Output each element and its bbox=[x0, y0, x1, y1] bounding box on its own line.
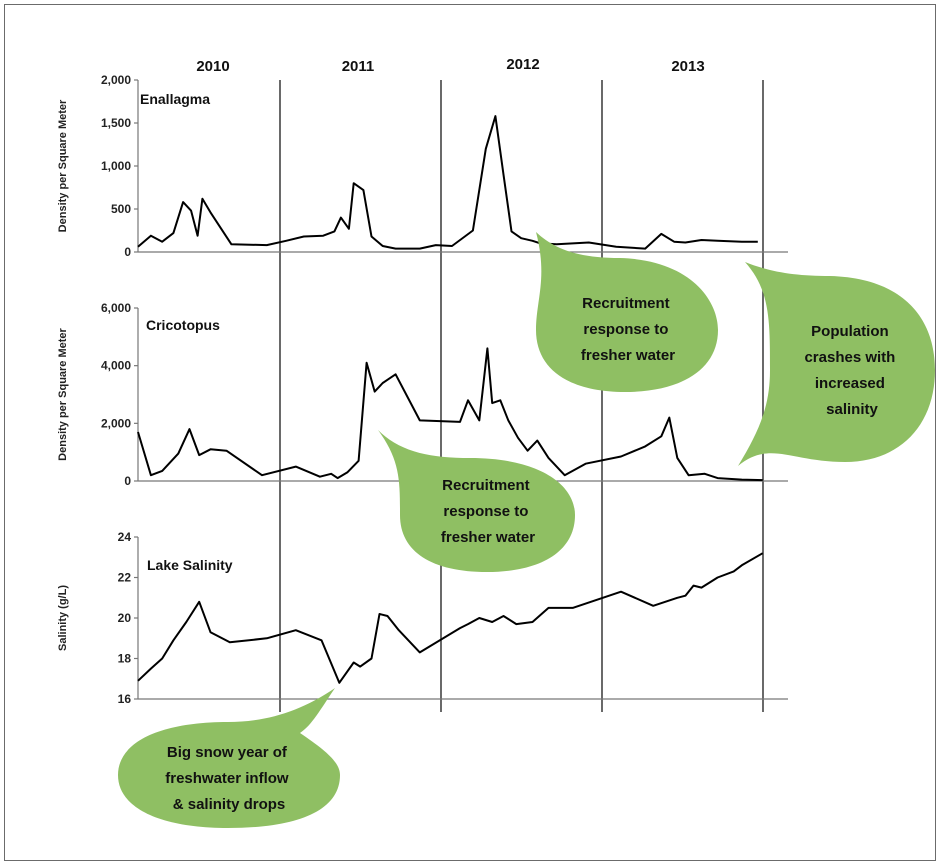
panel-lake-salinity: 16 18 20 22 24 Salinity (g/L) Lake Salinity bbox=[57, 530, 788, 706]
annotation-text: Population crashes with increased salini… bbox=[804, 323, 899, 418]
annotation-text: Recruitment response to fresher water bbox=[441, 477, 535, 546]
y-tick-label: 0 bbox=[124, 474, 131, 488]
figure-frame bbox=[4, 4, 936, 861]
series-line-cricotopus bbox=[137, 347, 763, 482]
annotation-line: response to bbox=[443, 503, 528, 520]
year-dividers bbox=[279, 80, 764, 712]
annotation-line: & salinity drops bbox=[173, 796, 286, 813]
y-tick-label: 22 bbox=[118, 571, 132, 585]
panel-enallagma: 0 500 1,000 1,500 2,000 Density per Square Me… bbox=[57, 73, 788, 259]
y-tick-label: 20 bbox=[118, 611, 132, 625]
y-tick-label: 18 bbox=[118, 652, 132, 666]
panel-title: Cricotopus bbox=[146, 317, 220, 333]
annotation-line: crashes with bbox=[804, 349, 895, 366]
annotation-line: fresher water bbox=[581, 347, 675, 364]
y-axis-label: Density per Square Meter bbox=[57, 99, 69, 232]
annotation-population-crash: Population crashes with increased salini… bbox=[738, 262, 935, 466]
year-labels: 2010 2011 2012 2013 bbox=[196, 56, 704, 75]
panel-title: Enallagma bbox=[140, 91, 210, 107]
speech-bubble bbox=[118, 688, 340, 828]
annotation-line: freshwater inflow bbox=[165, 770, 289, 787]
speech-bubble bbox=[738, 262, 935, 466]
speech-bubble bbox=[536, 232, 718, 392]
y-tick-label: 2,000 bbox=[101, 416, 131, 430]
annotation-line: Population bbox=[811, 323, 889, 340]
year-label-2013: 2013 bbox=[671, 58, 704, 75]
annotation-line: increased bbox=[815, 375, 885, 392]
annotation-line: salinity bbox=[826, 401, 878, 418]
year-label-2012: 2012 bbox=[506, 56, 539, 73]
panel-title: Lake Salinity bbox=[147, 557, 233, 573]
y-tick-label: 1,500 bbox=[101, 116, 131, 130]
y-tick-label: 0 bbox=[124, 245, 131, 259]
year-label-2011: 2011 bbox=[342, 58, 375, 75]
y-tick-label: 6,000 bbox=[101, 301, 131, 315]
annotation-line: Big snow year of bbox=[167, 744, 288, 761]
annotation-big-snow-year: Big snow year of freshwater inflow & sal… bbox=[118, 688, 340, 828]
annotation-enallagma-recruitment: Recruitment response to fresher water bbox=[536, 232, 718, 392]
y-tick-label: 1,000 bbox=[101, 159, 131, 173]
annotation-line: response to bbox=[583, 321, 668, 338]
y-axis-label: Salinity (g/L) bbox=[57, 585, 69, 651]
annotation-text: Big snow year of freshwater inflow & sal… bbox=[165, 744, 293, 813]
series-line-salinity bbox=[137, 552, 764, 684]
annotation-line: Recruitment bbox=[442, 477, 530, 494]
y-tick-label: 500 bbox=[111, 202, 131, 216]
series-line-enallagma bbox=[137, 115, 758, 250]
annotation-cricotopus-recruitment: Recruitment response to fresher water bbox=[378, 430, 575, 572]
annotation-text: Recruitment response to fresher water bbox=[581, 295, 675, 364]
y-tick-label: 2,000 bbox=[101, 73, 131, 87]
y-tick-label: 16 bbox=[118, 692, 132, 706]
y-tick-label: 4,000 bbox=[101, 359, 131, 373]
annotation-line: fresher water bbox=[441, 529, 535, 546]
year-label-2010: 2010 bbox=[196, 58, 229, 75]
y-tick-label: 24 bbox=[118, 530, 132, 544]
y-axis-label: Density per Square Meter bbox=[57, 327, 69, 460]
annotation-line: Recruitment bbox=[582, 295, 670, 312]
speech-bubble bbox=[378, 430, 575, 572]
